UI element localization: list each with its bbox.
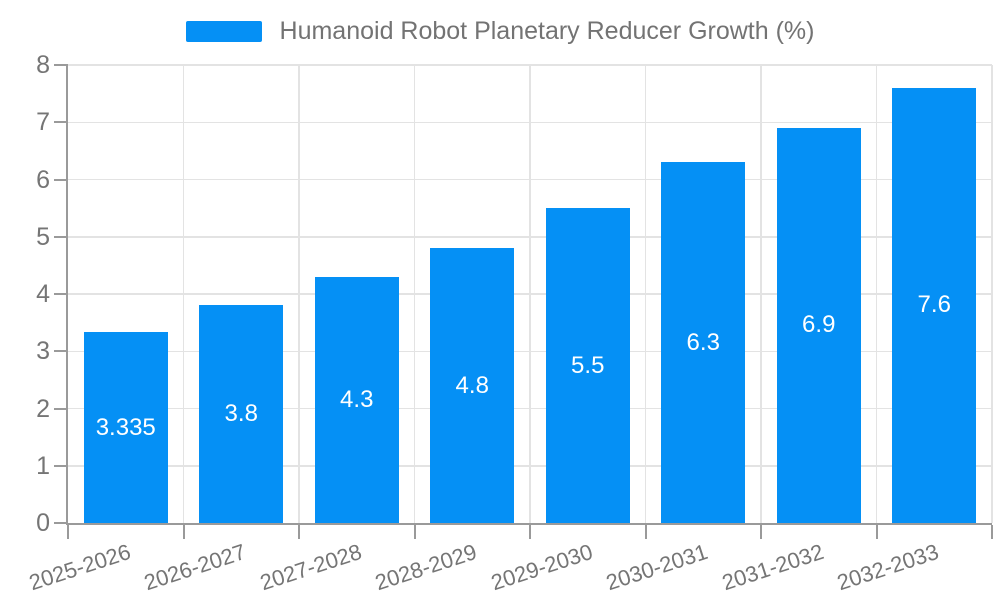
y-axis-tick-label: 3 (36, 337, 50, 366)
y-axis-tick (54, 464, 68, 467)
bar-value-label: 4.3 (340, 385, 374, 413)
y-axis-tick (54, 407, 68, 410)
y-axis-tick (54, 293, 68, 295)
y-axis-tick (54, 64, 68, 66)
bar-2025-2026[interactable]: 3.335 (83, 332, 168, 523)
y-axis-tick-label: 1 (36, 451, 50, 480)
y-axis-tick-label: 7 (36, 108, 50, 137)
y-axis-tick (54, 350, 68, 353)
legend-label: Humanoid Robot Planetary Reducer Growth … (279, 16, 815, 45)
bar-value-label: 6.9 (802, 311, 836, 339)
bar-2032-2033[interactable]: 7.6 (892, 87, 977, 523)
gridline-vertical (644, 65, 647, 523)
x-axis-tick (67, 525, 69, 539)
gridline-vertical (413, 65, 416, 523)
y-axis-tick-label: 2 (36, 394, 50, 423)
bar-2029-2030[interactable]: 5.5 (545, 208, 630, 523)
bar-value-label: 6.3 (686, 328, 720, 356)
bar-value-label: 5.5 (571, 351, 605, 379)
gridline-vertical (298, 65, 300, 523)
gridline-vertical (991, 65, 993, 523)
x-axis-tick (991, 525, 993, 539)
bar-value-label: 3.335 (95, 413, 156, 441)
y-axis-tick (54, 235, 68, 238)
x-axis-tick (413, 525, 416, 539)
x-axis-tick (182, 525, 185, 539)
bar-2028-2029[interactable]: 4.8 (430, 248, 515, 523)
bar-value-label: 3.8 (224, 400, 258, 428)
y-axis-tick-label: 6 (36, 165, 50, 194)
bar-2027-2028[interactable]: 4.3 (314, 276, 399, 523)
y-axis-tick (54, 522, 68, 524)
legend[interactable]: Humanoid Robot Planetary Reducer Growth … (0, 16, 1000, 46)
bar-2026-2027[interactable]: 3.8 (199, 305, 284, 523)
gridline-vertical (529, 65, 531, 523)
bar-value-label: 7.6 (917, 291, 951, 319)
y-axis-tick-label: 4 (36, 280, 50, 308)
bar-2030-2031[interactable]: 6.3 (661, 162, 746, 523)
bar-value-label: 4.8 (455, 371, 489, 399)
y-axis-tick (54, 121, 68, 124)
y-axis-tick-label: 8 (36, 51, 50, 79)
bar-2031-2032[interactable]: 6.9 (776, 127, 861, 523)
y-axis-tick-label: 0 (36, 509, 50, 537)
x-axis-tick (298, 525, 300, 539)
y-axis-tick (54, 178, 68, 181)
legend-swatch-icon (185, 20, 262, 42)
plot-area: 3.335 3.8 4.3 4.8 5.5 6.3 6.9 7.6 (66, 64, 993, 525)
x-axis-tick (875, 525, 878, 539)
x-axis-tick (529, 525, 531, 539)
x-axis-tick (760, 525, 762, 539)
x-axis-tick (644, 525, 647, 539)
gridline-vertical (760, 65, 762, 523)
gridline-vertical (875, 65, 878, 523)
gridline-vertical (182, 65, 185, 523)
y-axis-tick-label: 5 (36, 222, 50, 251)
